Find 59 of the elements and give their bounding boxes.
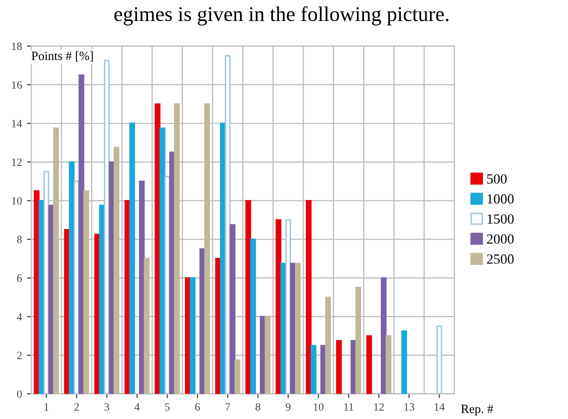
x-tick-label: 7 [226, 403, 230, 411]
y-tick-label: 2 [17, 352, 22, 360]
x-tick-label: 6 [195, 403, 200, 411]
bar [386, 335, 392, 394]
x-tick-label: 4 [134, 403, 140, 411]
bar [78, 74, 84, 394]
bar [83, 190, 90, 394]
y-tick-label: 8 [17, 236, 22, 244]
y-tick-label: 18 [12, 42, 22, 50]
x-tick-label: 1 [44, 403, 48, 411]
x-tick-label: 12 [374, 403, 384, 411]
x-tick-label: 14 [434, 403, 445, 411]
legend-label: 1500 [488, 214, 514, 224]
bar [401, 330, 408, 394]
y-tick-label: 16 [12, 81, 22, 89]
x-tick-label: 3 [104, 403, 110, 411]
text: egimes is given in the following picture. [114, 6, 448, 26]
bar [306, 200, 312, 394]
bar [129, 122, 136, 394]
x-tick-label: 13 [404, 403, 414, 411]
y-tick-label: 10 [12, 197, 22, 205]
x-tick-label: 5 [165, 403, 170, 411]
x-tick-label: 8 [256, 403, 260, 411]
x-tick-label: 2 [74, 403, 79, 411]
bar [144, 258, 150, 394]
bar [355, 286, 362, 394]
y-tick-label: 14 [12, 120, 22, 128]
y-axis-title: Points # [%] [32, 51, 93, 62]
bar [104, 60, 110, 394]
bar [294, 262, 301, 394]
y-tick-label: 6 [17, 274, 22, 282]
bar [53, 128, 59, 394]
y-tick-label: 4 [16, 313, 22, 320]
x-tick-label: 11 [344, 403, 354, 411]
bar [114, 146, 120, 394]
bar [160, 128, 166, 394]
bar [436, 326, 442, 394]
legend-label: 2500 [487, 254, 514, 264]
bar [138, 180, 145, 394]
y-tick-label: 12 [12, 158, 22, 166]
bar [325, 296, 331, 394]
bar [264, 316, 270, 394]
bar [230, 224, 236, 394]
x-tick-label: 9 [286, 403, 290, 411]
bar [336, 340, 342, 394]
bar [250, 238, 256, 394]
bar [174, 103, 180, 394]
bar [310, 344, 316, 394]
y-tick-label: 0 [17, 390, 22, 398]
legend-label: 1000 [488, 194, 514, 204]
x-tick-label: 10 [314, 403, 324, 411]
bar [234, 359, 240, 394]
bar [366, 335, 372, 394]
legend-label: 2000 [487, 234, 514, 244]
bar [190, 277, 196, 394]
legend-label: 500 [487, 174, 507, 184]
bar [276, 219, 282, 394]
bar [204, 103, 210, 394]
x-axis-title: Rep. # [461, 404, 494, 416]
